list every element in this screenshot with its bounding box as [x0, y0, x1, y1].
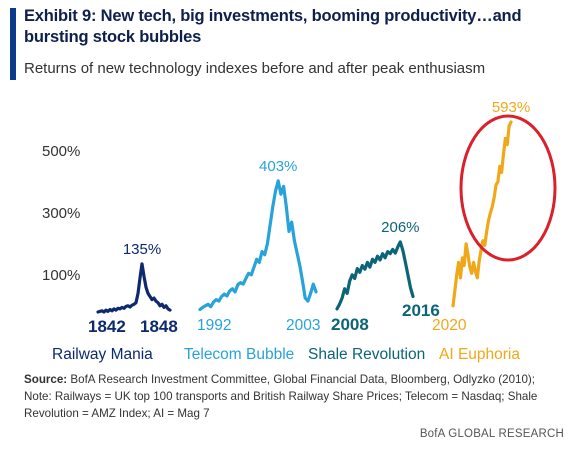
end-year-label: 2003 — [286, 317, 320, 334]
note-text: Note: Railways = UK top 100 transports a… — [24, 390, 538, 420]
series-name-label: AI Euphoria — [439, 346, 520, 363]
highlight-circle — [459, 114, 557, 262]
peak-label: 135% — [123, 241, 161, 258]
chart-title: Exhibit 9: New tech, big investments, bo… — [24, 7, 522, 46]
series-line-shale-revolution — [335, 240, 415, 311]
peak-label: 206% — [381, 219, 419, 236]
y-tick-label: 300% — [42, 205, 80, 222]
source-note: Source: BofA Research Investment Committ… — [24, 371, 564, 422]
source-label: Source: — [24, 373, 68, 386]
brand-label: BofA GLOBAL RESEARCH — [419, 428, 564, 440]
start-year-label: 1992 — [197, 317, 231, 334]
series-line-telecom-bubble — [198, 179, 318, 312]
peak-label: 403% — [259, 158, 297, 175]
start-year-label: 2008 — [331, 315, 369, 334]
series-line-railway-mania — [96, 262, 172, 314]
series-name-label: Telecom Bubble — [184, 346, 294, 363]
start-year-label: 1842 — [88, 317, 126, 336]
title-accent-bar — [10, 8, 16, 80]
series-name-label: Railway Mania — [52, 346, 153, 363]
start-year-label: 2020 — [432, 317, 467, 334]
y-tick-label: 100% — [42, 267, 80, 284]
source-text: BofA Research Investment Committee, Glob… — [67, 373, 535, 386]
end-year-label: 1848 — [140, 317, 178, 336]
chart-subtitle: Returns of new technology indexes before… — [24, 60, 486, 77]
series-line-ai-euphoria — [451, 120, 513, 308]
y-tick-label: 500% — [42, 143, 80, 160]
series-name-label: Shale Revolution — [308, 346, 425, 363]
peak-label: 593% — [492, 99, 530, 116]
end-year-label: 2016 — [402, 301, 440, 320]
